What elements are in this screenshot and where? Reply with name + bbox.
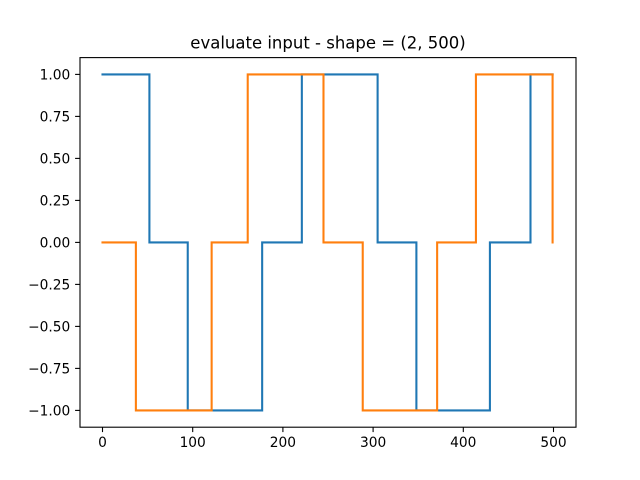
y-tick-label: 1.00: [40, 67, 71, 83]
x-tick-label: 100: [180, 435, 206, 451]
y-tick-label: −0.50: [28, 319, 70, 335]
y-tick-label: −0.75: [28, 361, 70, 377]
x-axis-ticks: 0 100 200 300 400 500: [98, 427, 567, 451]
x-tick-label: 500: [540, 435, 566, 451]
y-tick-label: 0.25: [40, 193, 71, 209]
x-tick-label: 200: [270, 435, 296, 451]
series-line-1: [101, 73, 554, 412]
y-tick-label: −1.00: [28, 403, 70, 419]
y-tick-label: 0.50: [40, 151, 71, 167]
x-tick-label: 400: [450, 435, 476, 451]
x-tick-label: 300: [360, 435, 386, 451]
series-lines: [101, 73, 554, 412]
y-tick-label: −0.25: [28, 277, 70, 293]
x-tick-label: 0: [98, 435, 107, 451]
y-axis-ticks: 1.00 0.75 0.50 0.25 0.00 −0.25 −0.50 −0.75 −1.00: [28, 67, 80, 419]
plot-title: evaluate input - shape = (2, 500): [190, 34, 465, 53]
series-line-0: [101, 73, 554, 412]
y-tick-label: 0.00: [40, 235, 71, 251]
y-tick-label: 0.75: [40, 109, 71, 125]
